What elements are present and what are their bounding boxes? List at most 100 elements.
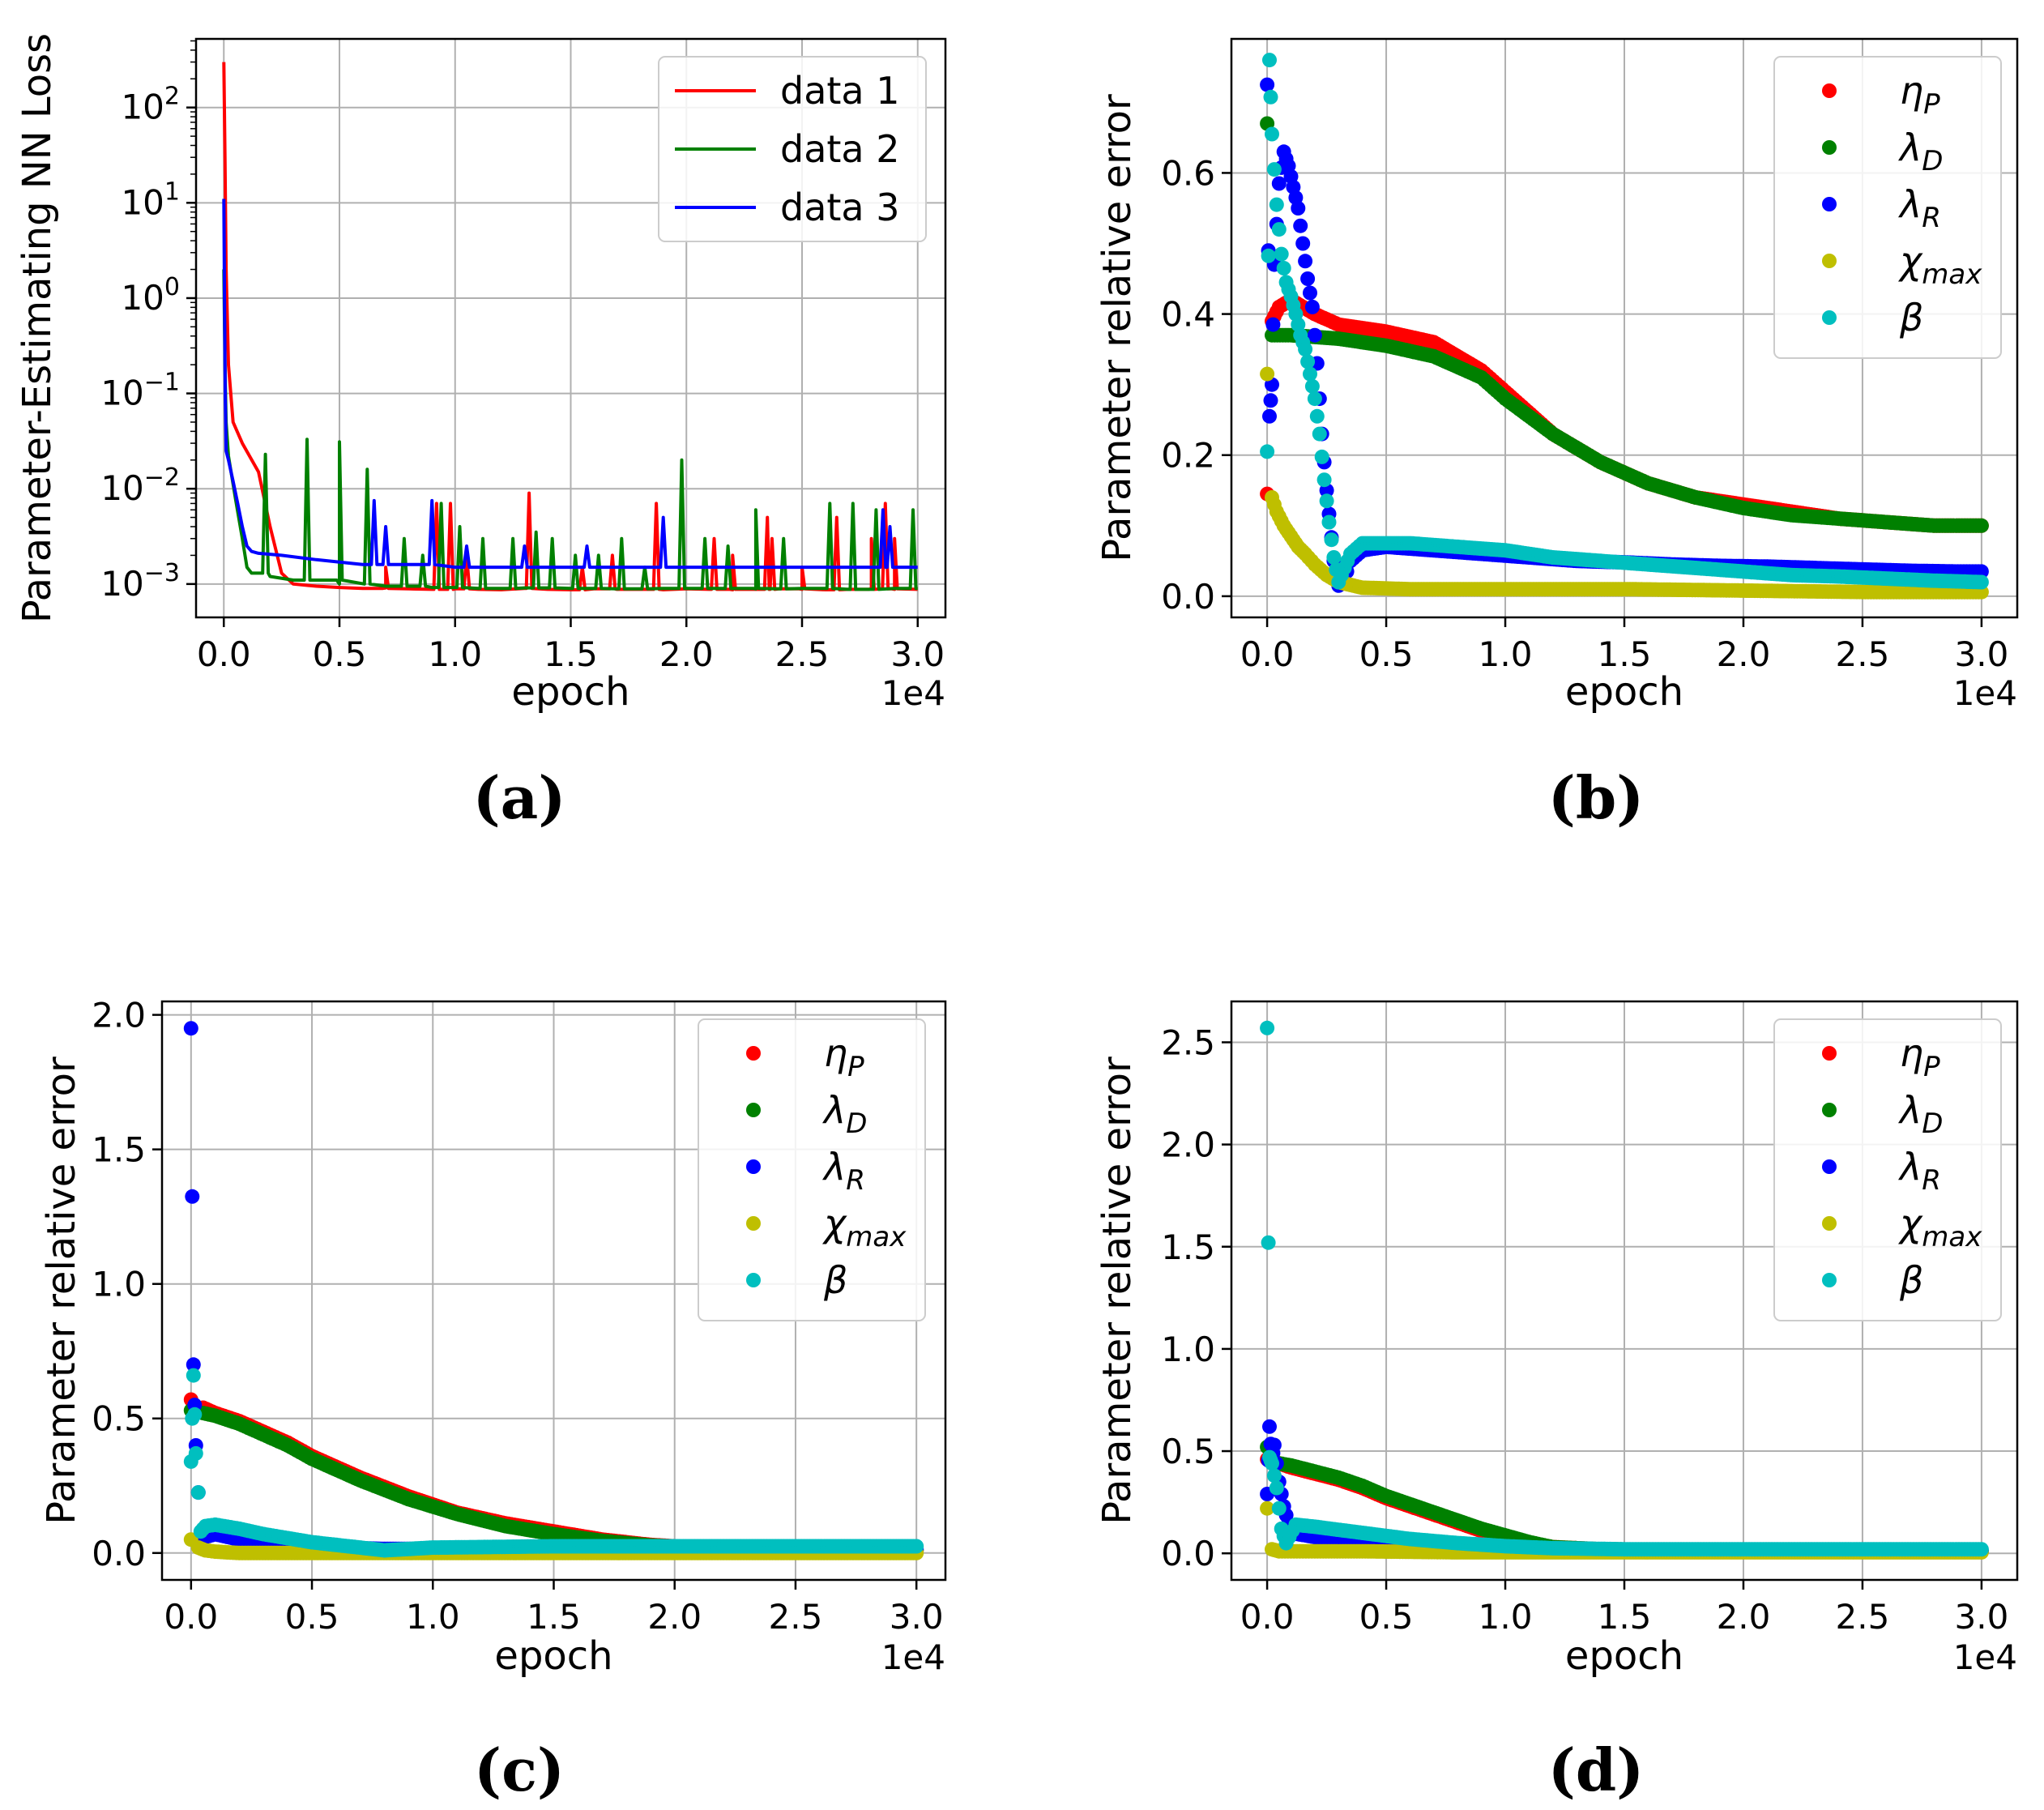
- y-tick-label: 10−1: [100, 369, 180, 413]
- data-point: [1304, 299, 1320, 314]
- x-tick-label: 0.5: [313, 634, 367, 674]
- y-axis-label: Parameter relative error: [1095, 94, 1140, 562]
- legend-subscript: P: [847, 1051, 864, 1083]
- legend-symbol: β: [823, 1258, 847, 1302]
- y-tick-label: 101: [121, 177, 180, 222]
- panel-a: 0.0 0.5 1.0 1.5 2.0 2.5 3.010210110010−110−210…: [15, 33, 947, 832]
- data-point: [186, 1357, 201, 1372]
- y-axis-label: Parameter relative error: [39, 1057, 84, 1525]
- legend-swatch-dot: [1822, 197, 1837, 211]
- x-tick-label: 3.0: [1955, 634, 2009, 674]
- data-point: [1265, 1456, 1279, 1471]
- legend-subscript: D: [846, 1108, 867, 1140]
- x-offset-label: 1e4: [881, 673, 945, 713]
- x-tick-label: 2.0: [1717, 1597, 1771, 1637]
- legend-label: χmax: [1897, 239, 1982, 291]
- y-tick-label: 100: [121, 273, 180, 318]
- x-tick-label: 2.5: [1836, 634, 1890, 674]
- legend-symbol: λ: [1897, 1145, 1922, 1189]
- y-tick-base: 10: [121, 278, 164, 318]
- data-point: [1261, 1235, 1276, 1250]
- x-tick-label: 0.5: [285, 1597, 339, 1637]
- panel-b: 0.0 0.5 1.0 1.5 2.0 2.5 3.0 0.0 0.2 0.4 0.6 epoch 1e…: [1095, 37, 2019, 832]
- x-tick-label: 3.0: [1955, 1597, 2009, 1637]
- data-point: [909, 1539, 924, 1554]
- data-point: [1271, 1501, 1287, 1516]
- x-tick-label: 1.0: [428, 634, 482, 674]
- data-point: [1266, 1468, 1282, 1483]
- y-tick-label: 1.5: [92, 1130, 146, 1170]
- legend-swatch-dot: [746, 1103, 761, 1117]
- x-tick-label: 1.5: [527, 1597, 581, 1637]
- plot-area: [1260, 1020, 1989, 1560]
- data-point: [190, 1485, 206, 1501]
- legend-label: data 2: [780, 127, 900, 171]
- legend-symbol: χ: [1897, 239, 1923, 283]
- series-scatter-5: [1260, 53, 1989, 590]
- y-tick-exponent: −3: [144, 559, 180, 587]
- y-tick-label: 1.0: [1161, 1330, 1215, 1369]
- y-axis-label: Parameter-Estimating NN Loss: [15, 33, 60, 623]
- data-point: [1262, 408, 1277, 424]
- legend-swatch-dot: [1822, 1046, 1837, 1061]
- legend-symbol: η: [1900, 1031, 1923, 1075]
- y-tick-label: 0.0: [1161, 1534, 1215, 1573]
- data-point: [1262, 1419, 1277, 1434]
- data-point: [1298, 342, 1313, 357]
- x-offset-label: 1e4: [1953, 673, 2017, 713]
- data-point: [186, 1368, 201, 1383]
- legend-swatch-dot: [1822, 1103, 1837, 1117]
- legend-label: λD: [1897, 126, 1943, 177]
- panel-d: 0.0 0.5 1.0 1.5 2.0 2.5 3.0 0.0 0.5 1.0 1.5 2.0 2.5 e…: [1095, 1000, 2019, 1804]
- legend: data 1 data 2 data 3: [658, 56, 927, 242]
- y-tick-label: 2.0: [92, 996, 146, 1035]
- legend-subscript: P: [1923, 1051, 1940, 1083]
- legend-swatch-dot: [1822, 1273, 1837, 1287]
- data-point: [1260, 444, 1275, 459]
- x-offset-label: 1e4: [1953, 1637, 2017, 1677]
- series-scatter-2: [1260, 116, 1989, 533]
- legend-swatch-dot: [1822, 310, 1837, 325]
- data-point: [1269, 197, 1284, 212]
- legend-swatch-dot: [1822, 83, 1837, 98]
- x-tick-label: 2.5: [769, 1597, 823, 1637]
- data-point: [1312, 426, 1327, 442]
- plot-area: [183, 1021, 924, 1560]
- legend-symbol: χ: [1897, 1202, 1923, 1245]
- legend-symbol: λ: [821, 1145, 846, 1189]
- y-tick-label: 0.5: [92, 1399, 146, 1439]
- y-tick-exponent: −1: [144, 369, 180, 397]
- data-point: [1324, 532, 1339, 548]
- y-tick-base: 10: [121, 88, 164, 127]
- data-point: [1326, 550, 1342, 565]
- series-line-3: [222, 199, 918, 570]
- data-point: [1307, 327, 1322, 343]
- legend-subscript: max: [1922, 1221, 1982, 1253]
- data-point: [1262, 53, 1277, 68]
- x-tick-label: 1.0: [1479, 1597, 1533, 1637]
- y-tick-label: 2.0: [1161, 1125, 1215, 1165]
- y-tick-label: 0.4: [1161, 295, 1215, 335]
- x-tick-label: 2.5: [1836, 1597, 1890, 1637]
- x-tick-label: 1.0: [406, 1597, 460, 1637]
- x-tick-label: 0.5: [1359, 1597, 1414, 1637]
- y-tick-label: 1.5: [1161, 1227, 1215, 1267]
- data-point: [1316, 472, 1332, 488]
- legend-label: λR: [821, 1145, 865, 1197]
- data-point: [1307, 391, 1322, 407]
- legend-box: [658, 56, 927, 242]
- data-point: [1271, 176, 1287, 191]
- x-tick-label: 0.0: [197, 634, 251, 674]
- legend-subscript: D: [1922, 145, 1943, 177]
- panel-c: 0.0 0.5 1.0 1.5 2.0 2.5 3.0 0.0 0.5 1.0 1.5 2.0 epoc…: [39, 996, 947, 1804]
- data-point: [1974, 518, 1989, 533]
- legend-symbol: λ: [1897, 182, 1922, 226]
- legend-box: [698, 1018, 926, 1321]
- legend-label: data 1: [780, 69, 900, 113]
- data-point: [1261, 248, 1276, 263]
- panel-caption: (a): [473, 763, 566, 832]
- x-tick-label: 1.5: [544, 634, 598, 674]
- data-point: [1271, 222, 1287, 237]
- series-line-2: [222, 269, 918, 591]
